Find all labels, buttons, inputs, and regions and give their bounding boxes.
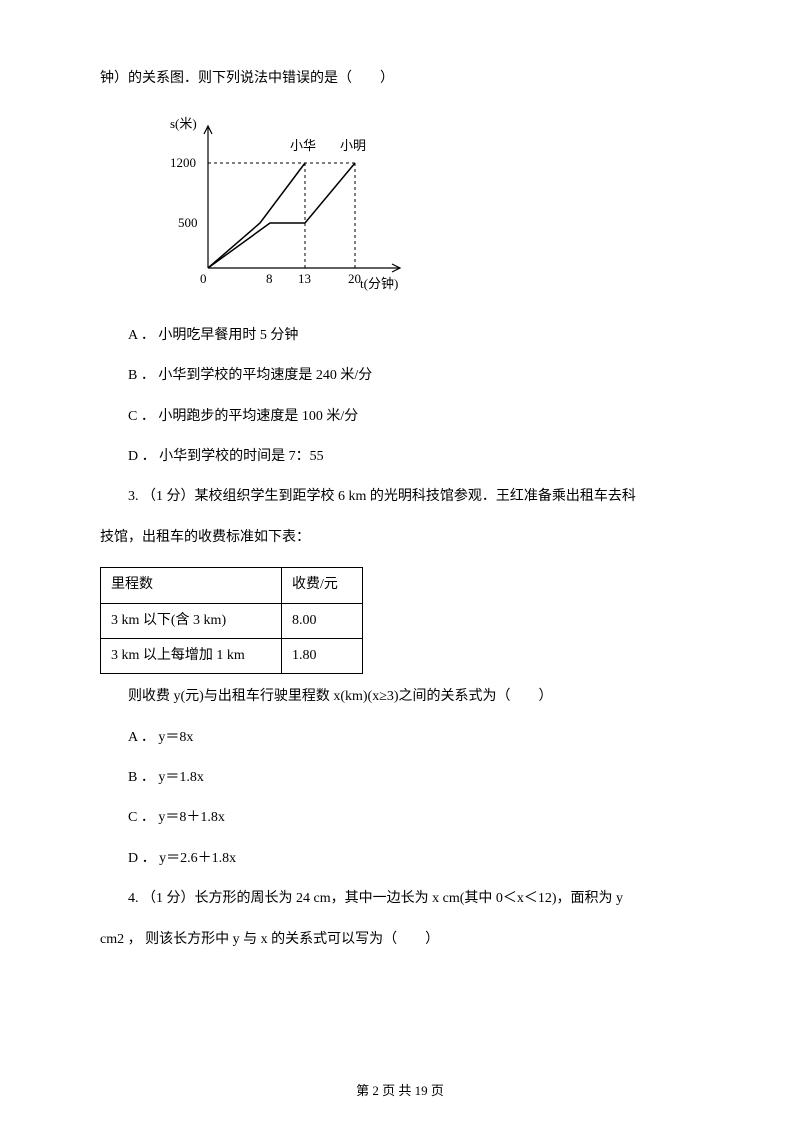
q2-stem-fragment: 钟）的关系图．则下列说法中错误的是（ ） [100, 68, 700, 90]
q3-option-c: C ． y＝8＋1.8x [100, 807, 700, 829]
label-xiaoming: 小明 [340, 138, 366, 153]
q2-chart: s(米) t(分钟) 500 1200 0 8 13 20 小华 小明 [160, 108, 700, 306]
table-row: 3 km 以下(含 3 km) 8.00 [101, 603, 363, 638]
col-fare: 收费/元 [282, 568, 363, 603]
col-distance: 里程数 [101, 568, 282, 603]
x-tick-0: 0 [200, 271, 207, 286]
cell: 8.00 [282, 603, 363, 638]
page-footer: 第 2 页 共 19 页 [0, 1081, 800, 1102]
table-row: 里程数 收费/元 [101, 568, 363, 603]
q3-option-b: B ． y＝1.8x [100, 767, 700, 789]
x-tick-20: 20 [348, 271, 361, 286]
q2-option-c: C ． 小明跑步的平均速度是 100 米/分 [100, 406, 700, 428]
q3-after-table: 则收费 y(元)与出租车行驶里程数 x(km)(x≥3)之间的关系式为（ ） [100, 686, 700, 708]
q2-option-a: A ． 小明吃早餐用时 5 分钟 [100, 325, 700, 347]
y-tick-1200: 1200 [170, 155, 196, 170]
fare-table: 里程数 收费/元 3 km 以下(含 3 km) 8.00 3 km 以上每增加… [100, 567, 363, 674]
q4-stem-2: cm2 ， 则该长方形中 y 与 x 的关系式可以写为（ ） [100, 929, 700, 951]
cell: 1.80 [282, 638, 363, 673]
x-axis-label: t(分钟) [360, 276, 398, 291]
x-tick-13: 13 [298, 271, 311, 286]
label-xiaohua: 小华 [290, 138, 316, 153]
series-xiaoming [208, 163, 355, 268]
q3-stem-2: 技馆，出租车的收费标准如下表： [100, 527, 700, 549]
cell: 3 km 以上每增加 1 km [101, 638, 282, 673]
q2-option-b: B ． 小华到学校的平均速度是 240 米/分 [100, 365, 700, 387]
x-tick-8: 8 [266, 271, 273, 286]
y-tick-500: 500 [178, 215, 198, 230]
q3-option-a: A ． y＝8x [100, 727, 700, 749]
table-row: 3 km 以上每增加 1 km 1.80 [101, 638, 363, 673]
y-axis-label: s(米) [170, 116, 197, 131]
cell: 3 km 以下(含 3 km) [101, 603, 282, 638]
series-xiaohua [208, 163, 305, 268]
q2-option-d: D ． 小华到学校的时间是 7：55 [100, 446, 700, 468]
q3-stem-1: 3. （1 分）某校组织学生到距学校 6 km 的光明科技馆参观．王红准备乘出租… [100, 486, 700, 508]
q4-stem-1: 4. （1 分）长方形的周长为 24 cm，其中一边长为 x cm(其中 0＜x… [100, 888, 700, 910]
q3-option-d: D ． y＝2.6＋1.8x [100, 848, 700, 870]
